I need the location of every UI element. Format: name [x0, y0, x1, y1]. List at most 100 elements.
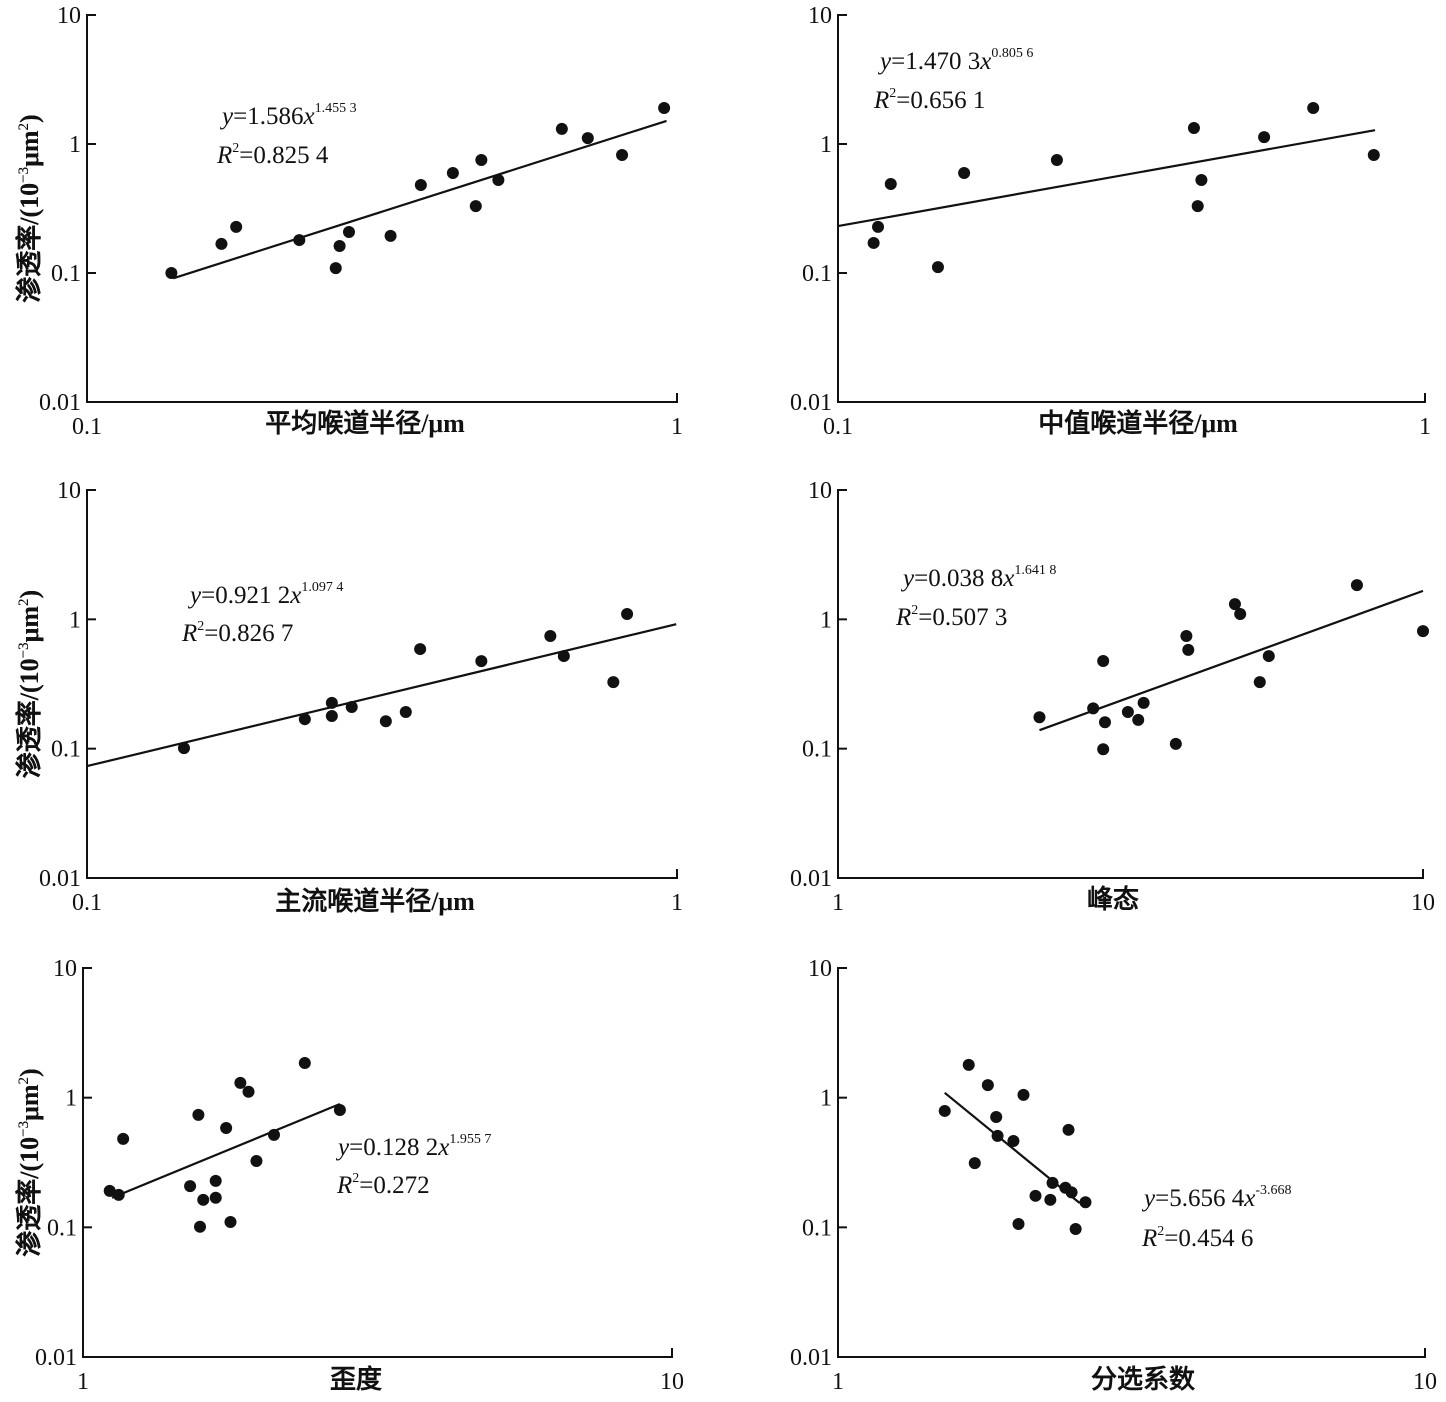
data-point [1191, 200, 1204, 213]
data-point [414, 643, 427, 656]
y-axis-label: 渗透率/(10−3μm2) [14, 590, 44, 778]
y-tick-label: 1 [820, 1086, 832, 1112]
x-axis-label: 主流喉道半径/μm [275, 886, 475, 916]
equation-y: y [1141, 1185, 1156, 1212]
x-tick-label: 1 [832, 890, 844, 916]
data-point [962, 1058, 975, 1071]
y-axis-label-part: −3 [16, 642, 32, 658]
equation-y: y [900, 565, 915, 592]
equation-y: y [219, 103, 234, 130]
r-squared: R2=0.272 [336, 1171, 430, 1199]
data-point [224, 1215, 237, 1228]
data-point [234, 1076, 247, 1089]
data-point [325, 709, 338, 722]
r-sup: 2 [352, 1171, 359, 1186]
fit-line [86, 623, 677, 768]
equation-x: x [1243, 1185, 1255, 1212]
y-axis-label-part: −3 [16, 167, 32, 183]
r-sup: 2 [911, 603, 918, 618]
data-point [872, 220, 885, 233]
y-tick-label: 10 [57, 3, 81, 29]
fit-line [837, 129, 1376, 228]
fit-line [944, 1091, 1081, 1204]
y-tick-label: 1 [820, 607, 832, 633]
data-point [990, 1110, 1003, 1123]
r-squared: R2=0.454 6 [1141, 1224, 1253, 1252]
x-axis-label: 中值喉道半径/μm [1038, 408, 1238, 438]
y-tick-label: 0.01 [790, 390, 832, 416]
y-tick-label: 0.1 [802, 261, 832, 287]
r-sup: 2 [1157, 1224, 1164, 1239]
y-tick-label: 1 [820, 132, 832, 158]
data-point [555, 122, 568, 135]
data-point [492, 173, 505, 186]
data-point [399, 706, 412, 719]
data-point [1195, 173, 1208, 186]
y-axis-label-part: ) [15, 114, 44, 123]
y-tick-label: 10 [808, 3, 832, 29]
data-point [384, 229, 397, 242]
y-tick-label: 10 [808, 478, 832, 504]
r-value: =0.826 7 [204, 620, 293, 647]
data-point [1350, 579, 1363, 592]
data-point [177, 742, 190, 755]
data-point [329, 262, 342, 275]
data-point [1132, 713, 1145, 726]
equation-x: x [979, 48, 991, 75]
data-point [475, 655, 488, 668]
equation-y: y [187, 582, 202, 609]
x-axis-label: 分选系数 [1091, 1365, 1196, 1394]
y-axis-label-part: ) [15, 114, 44, 123]
data-point [209, 1191, 222, 1204]
fit-line [1039, 589, 1424, 732]
data-point [1050, 153, 1063, 166]
x-axis-label: 平均喉道半径/μm [265, 408, 465, 438]
data-point [103, 1184, 116, 1197]
data-point [230, 220, 243, 233]
equation: y=1.470 3x0.805 6 [877, 46, 1033, 75]
r-symbol: R [1141, 1225, 1157, 1252]
data-point [475, 153, 488, 166]
r-symbol: R [873, 87, 889, 114]
data-point [1367, 148, 1380, 161]
y-tick-label: 1 [69, 607, 81, 633]
data-point [884, 177, 897, 190]
data-point [1069, 1223, 1082, 1236]
data-point [1046, 1176, 1059, 1189]
y-axis-label-part: 2 [16, 123, 32, 131]
y-tick-label: 0.01 [790, 1345, 832, 1371]
y-axis-label-part: ) [15, 590, 44, 599]
data-point [616, 148, 629, 161]
data-point [1007, 1135, 1020, 1148]
y-axis-label-part: μm [15, 606, 44, 643]
equation-exp: 1.097 4 [301, 580, 343, 595]
y-axis-label-part: 渗透率/(10 [14, 1137, 44, 1257]
equation: y=0.038 8x1.641 8 [900, 563, 1056, 592]
data-point [446, 166, 459, 179]
equation-coef: =0.038 8 [914, 565, 1003, 592]
x-tick-label: 0.1 [823, 414, 853, 440]
data-point [958, 166, 971, 179]
data-point [333, 239, 346, 252]
data-point [298, 1057, 311, 1070]
data-point [333, 1103, 346, 1116]
data-point [1307, 102, 1320, 115]
data-point [1253, 676, 1266, 689]
data-point [1017, 1088, 1030, 1101]
equation-x: x [289, 582, 301, 609]
x-tick-label: 10 [660, 1369, 684, 1395]
y-axis-label-part: 渗透率/(10 [14, 183, 44, 303]
y-tick-label: 0.01 [35, 1345, 77, 1371]
data-point [544, 630, 557, 643]
data-point [1097, 655, 1110, 668]
fit-line [172, 119, 667, 280]
data-point [1417, 625, 1429, 638]
y-tick-label: 0.1 [47, 1215, 77, 1241]
y-axis-label-part: ) [15, 590, 44, 599]
equation-coef: =1.586 [233, 103, 303, 130]
data-point [938, 1104, 951, 1117]
